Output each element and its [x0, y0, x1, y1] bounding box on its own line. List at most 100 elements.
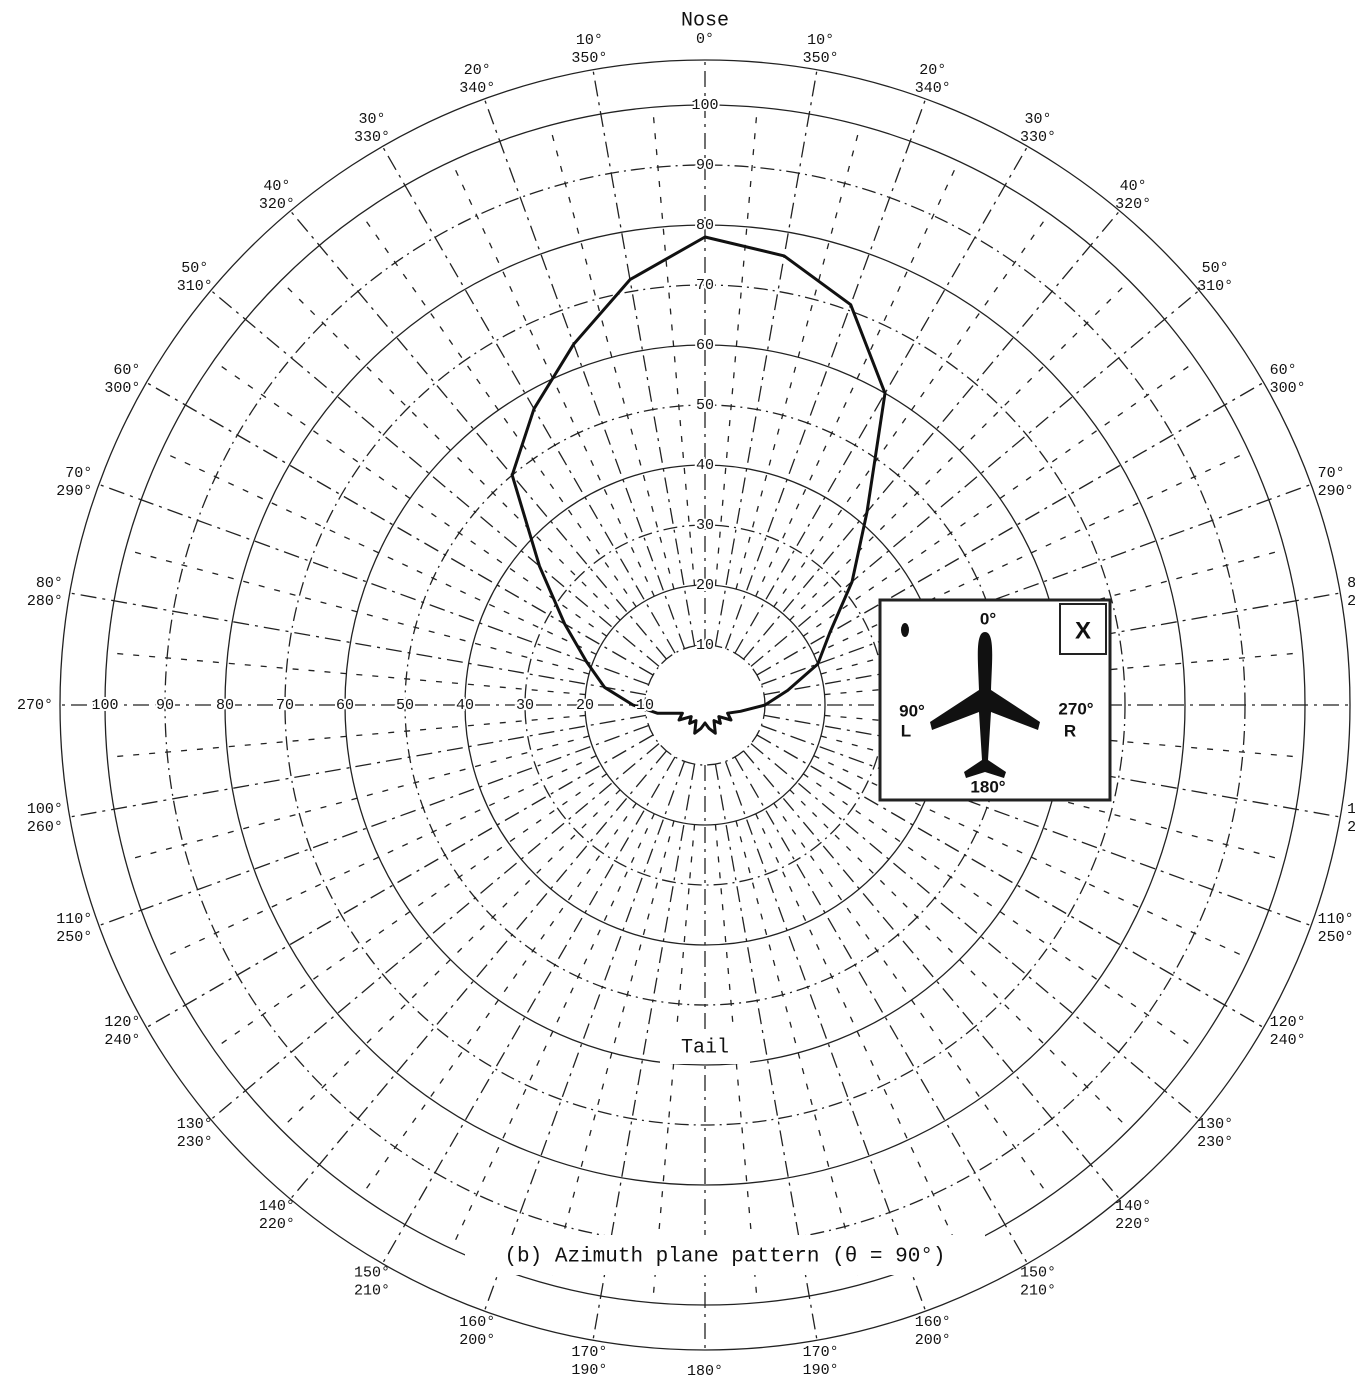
minor-spoke	[773, 213, 1050, 608]
angle-label: 110°	[56, 911, 92, 928]
inset-box	[1059, 603, 1107, 655]
angle-label: 70°	[65, 465, 92, 482]
angle-label: 80°	[36, 575, 63, 592]
angle-label: 120°	[104, 1014, 140, 1031]
minor-spoke	[107, 714, 586, 758]
spoke	[483, 98, 686, 649]
spoke	[761, 724, 1312, 927]
angle-label: 230°	[1197, 1134, 1233, 1151]
angle-label: 150°	[1020, 1265, 1056, 1282]
minor-spoke	[213, 773, 608, 1050]
spoke	[714, 69, 818, 647]
r-tick-label: 80	[216, 697, 234, 714]
angle-label: 210°	[354, 1283, 390, 1300]
r-tick-label: 90	[156, 697, 174, 714]
tail-bg	[660, 1030, 750, 1064]
r-tick-label: 20	[696, 577, 714, 594]
spoke	[750, 743, 1200, 1121]
spoke	[289, 750, 667, 1200]
spoke	[756, 734, 1264, 1029]
inset-label: 180°	[970, 777, 1005, 796]
spoke	[734, 146, 1029, 654]
r-tick-label: 30	[696, 517, 714, 534]
minor-spoke	[735, 820, 861, 1285]
spoke	[69, 714, 647, 818]
angle-label: 270°	[17, 697, 53, 714]
angle-label: 310°	[1197, 278, 1233, 295]
minor-spoke	[160, 755, 597, 960]
spoke	[146, 381, 654, 676]
minor-spoke	[280, 280, 621, 621]
angle-label: 150°	[354, 1265, 390, 1282]
r-tick-label: 10	[696, 637, 714, 654]
minor-spoke	[802, 360, 1197, 637]
r-tick-label: 50	[396, 697, 414, 714]
spoke	[381, 146, 676, 654]
pattern-curve	[510, 235, 887, 735]
r-tick-label: 50	[696, 397, 714, 414]
minor-spoke	[802, 773, 1197, 1050]
grid-circle	[644, 644, 766, 766]
spoke	[743, 750, 1121, 1200]
angle-label: 130°	[1197, 1116, 1233, 1133]
angle-label: 60°	[113, 362, 140, 379]
angle-label: 220°	[1115, 1216, 1151, 1233]
angle-label: 310°	[177, 278, 213, 295]
minor-spoke	[107, 652, 586, 696]
inset-label: R	[1064, 721, 1076, 740]
angle-label: 230°	[177, 1134, 213, 1151]
inset-label: L	[901, 721, 911, 740]
minor-spoke	[549, 125, 675, 590]
minor-spoke	[450, 813, 655, 1250]
minor-spoke	[160, 450, 597, 655]
minor-spoke	[755, 160, 960, 597]
r-tick-label: 40	[696, 457, 714, 474]
r-tick-label: 20	[576, 697, 594, 714]
angle-label: 300°	[104, 380, 140, 397]
r-tick-label: 10	[636, 697, 654, 714]
spoke	[210, 289, 660, 667]
minor-spoke	[125, 549, 590, 675]
r-tick-label: 100	[91, 697, 118, 714]
angle-label: 140°	[1115, 1198, 1151, 1215]
r-tick-label: 70	[696, 277, 714, 294]
angle-label: 240°	[1270, 1032, 1306, 1049]
inset-dot	[901, 623, 909, 637]
spoke	[743, 210, 1121, 660]
spoke	[98, 724, 649, 927]
angle-label: 10°	[576, 32, 603, 49]
angle-label: 0°	[696, 31, 714, 48]
spoke	[69, 592, 647, 696]
angle-label: 280°	[1347, 593, 1355, 610]
inset-label: 90°	[899, 701, 925, 720]
angle-label: 260°	[27, 819, 63, 836]
tail-label: Tail	[681, 1036, 729, 1059]
minor-spoke	[125, 735, 590, 861]
r-tick-label: 30	[516, 697, 534, 714]
nose-label: Nose	[681, 9, 729, 32]
grid-circle	[284, 284, 1126, 1126]
angle-label: 250°	[1318, 929, 1354, 946]
minor-spoke	[789, 280, 1130, 621]
angle-label: 200°	[459, 1332, 495, 1349]
r-tick-label: 40	[456, 697, 474, 714]
inset-label: 0°	[980, 609, 996, 628]
angle-label: 220°	[259, 1216, 295, 1233]
caption: (b) Azimuth plane pattern (θ = 90°)	[504, 1246, 945, 1269]
minor-spoke	[280, 789, 621, 1130]
angle-label: 170°	[571, 1344, 607, 1361]
minor-spoke	[714, 107, 758, 586]
grid-circle	[584, 584, 826, 826]
spoke	[592, 69, 696, 647]
spoke	[724, 98, 927, 649]
spoke	[483, 761, 686, 1312]
angle-label: 20°	[919, 62, 946, 79]
spoke	[210, 743, 660, 1121]
angle-label: 70°	[1318, 465, 1345, 482]
inset-label: X	[1075, 617, 1091, 644]
angle-label: 190°	[571, 1362, 607, 1378]
angle-label: 130°	[177, 1116, 213, 1133]
minor-spoke	[360, 213, 637, 608]
minor-spoke	[755, 813, 960, 1250]
angle-label: 340°	[459, 80, 495, 97]
